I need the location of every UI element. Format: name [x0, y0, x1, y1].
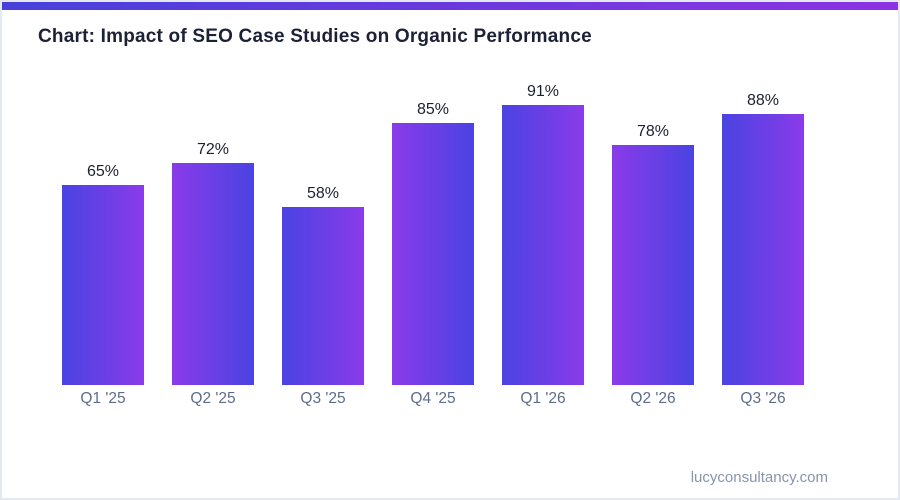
bar: [172, 163, 254, 385]
bar-category-label: Q2 '25: [190, 390, 236, 407]
bar-category-label: Q1 '26: [520, 390, 566, 407]
page-title: Chart: Impact of SEO Case Studies on Org…: [38, 26, 592, 47]
bar-category-label: Q2 '26: [630, 390, 676, 407]
bar: [502, 105, 584, 385]
footer-watermark: lucyconsultancy.com: [690, 469, 828, 486]
bar-category-label: Q3 '26: [740, 390, 786, 407]
bar-value-label: 72%: [196, 141, 230, 158]
bar: [722, 114, 804, 385]
bar-value-label: 85%: [416, 101, 450, 118]
bar: [612, 145, 694, 385]
bar-value-label: 78%: [636, 123, 670, 140]
bar: [392, 123, 474, 385]
bar-category-label: Q3 '25: [300, 390, 346, 407]
bar: [282, 207, 364, 385]
bar-value-label: 88%: [746, 92, 780, 109]
bar: [62, 185, 144, 385]
bar-value-label: 65%: [86, 163, 120, 180]
bar-value-label: 58%: [306, 185, 340, 202]
top-accent-bar: [2, 2, 898, 10]
bar-value-label: 91%: [526, 83, 560, 100]
bar-category-label: Q1 '25: [80, 390, 126, 407]
bar-category-label: Q4 '25: [410, 390, 456, 407]
